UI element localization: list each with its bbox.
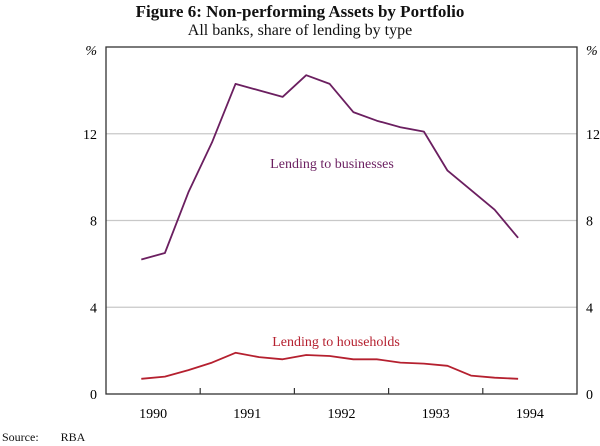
y-axis-unit-left: %: [85, 44, 97, 59]
source-value: RBA: [60, 430, 86, 444]
x-tick-label: 1994: [516, 407, 544, 422]
x-tick-label: 1991: [233, 407, 261, 422]
y-tick-label-left: 12: [83, 128, 97, 143]
y-tick-label-right: 8: [586, 215, 593, 230]
chart-subtitle: All banks, share of lending by type: [187, 22, 413, 39]
source-label: Source:: [2, 430, 39, 444]
y-tick-label-left: 0: [90, 388, 97, 403]
plot-frame: [105, 46, 578, 395]
y-tick-label-right: 12: [586, 128, 600, 143]
y-tick-label-left: 8: [90, 215, 97, 230]
series-label: Lending to businesses: [270, 157, 394, 172]
x-tick-label: 1992: [328, 407, 356, 422]
series-label: Lending to households: [272, 335, 400, 350]
source-note: Source: RBA: [2, 430, 107, 445]
y-tick-label-left: 4: [90, 301, 97, 316]
x-tick-label: 1990: [139, 407, 167, 422]
y-tick-label-right: 0: [586, 388, 593, 403]
y-tick-label-right: 4: [586, 301, 593, 316]
y-axis-unit-right: %: [586, 44, 598, 59]
series-line-households: [141, 351, 519, 380]
x-tick-label: 1993: [422, 407, 450, 422]
chart-title: Figure 6: Non-performing Assets by Portf…: [135, 2, 465, 21]
